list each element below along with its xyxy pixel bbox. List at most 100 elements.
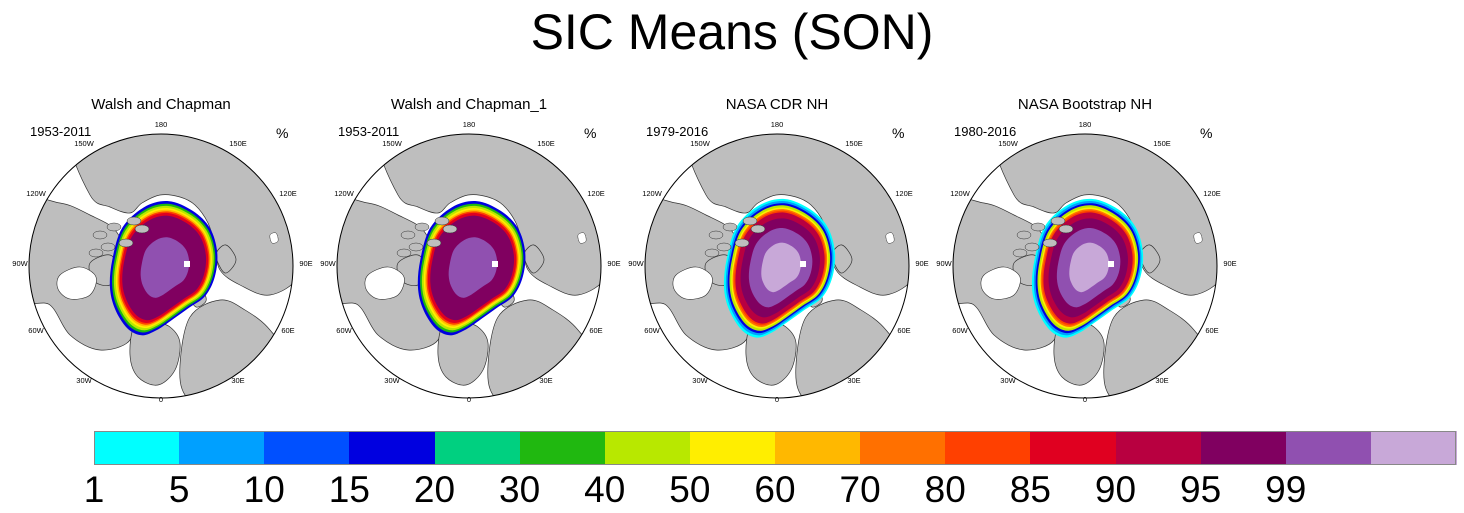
arctic-island [1030,222,1046,232]
longitude-label: 120E [587,189,605,198]
arctic-island [1016,230,1032,240]
land-mass [831,244,853,274]
longitude-label: 30W [1000,376,1016,385]
panel-title: NASA CDR NH [725,96,829,113]
arctic-island [704,248,720,258]
ice-concentration-band [761,242,801,293]
longitude-label: 180 [1079,120,1092,129]
arctic-island [134,224,150,234]
longitude-label: 30W [76,376,92,385]
colorbar-tick-label: 80 [924,469,966,510]
panel-title: NASA Bootstrap NH [1017,96,1153,113]
arctic-island [88,248,104,258]
panel-title: Walsh and Chapman [91,96,231,113]
lake [1193,232,1203,244]
longitude-label: 60W [336,326,352,335]
polar-stereographic-map: 180 150E 120E 90E 60E 30E 0 30W 60W 90W 120W 150W [936,120,1236,404]
panel-title: Walsh and Chapman_1 [390,96,548,113]
arctic-island [722,222,738,232]
ice-concentration-band [448,237,498,298]
lake [577,232,587,244]
map-panel-nasa-cdr: NASA CDR NH 1979-2016 % 180 150E 120E 90E 60… [628,95,946,410]
longitude-label: 60E [897,326,910,335]
colorbar-tick-label: 60 [754,469,796,510]
colorbar-tick-label: 5 [168,469,190,510]
longitude-label: 60E [1205,326,1218,335]
longitude-label: 90W [936,259,952,268]
land-mass [1139,244,1161,274]
longitude-label: 150W [382,139,403,148]
land-mass [523,244,545,274]
longitude-label: 60W [644,326,660,335]
colorbar-swatch [94,431,180,465]
arctic-island [92,230,108,240]
arctic-island [106,222,122,232]
longitude-label: 90E [607,259,620,268]
colorbar-swatch [689,431,776,465]
colorbar-swatch [179,431,265,465]
pole-hole [492,261,498,267]
longitude-label: 180 [463,120,476,129]
unit-label: % [1200,125,1213,141]
longitude-label: 120E [279,189,297,198]
colorbar-tick-label: 10 [243,469,285,510]
longitude-label: 120W [950,189,971,198]
longitude-label: 90E [299,259,312,268]
longitude-label: 120W [26,189,47,198]
pole-hole [184,261,190,267]
longitude-label: 90W [12,259,28,268]
longitude-label: 30W [384,376,400,385]
longitude-label: 30E [231,376,244,385]
map-boundary [644,133,910,399]
map-panel-walsh-chapman-1: Walsh and Chapman_1 1953-2011 % 180 150E 1… [320,95,638,410]
pole-hole [800,261,806,267]
map-boundary [952,133,1218,399]
longitude-label: 150E [229,139,247,148]
panel-period: 1953-2011 [338,124,400,139]
arctic-island [426,238,442,248]
unit-label: % [892,125,905,141]
colorbar-swatch [434,431,521,465]
longitude-label: 30W [692,376,708,385]
longitude-label: 150E [537,139,555,148]
arctic-island [100,242,116,252]
longitude-label: 120W [334,189,355,198]
hudson-bay [56,266,97,300]
arctic-island [708,230,724,240]
longitude-label: 90W [628,259,644,268]
longitude-label: 0 [775,395,779,404]
colorbar [94,431,1457,465]
colorbar-tick-label: 50 [669,469,711,510]
colorbar-tick-label: 70 [839,469,881,510]
colorbar-tick-label: 30 [499,469,541,510]
arctic-island [442,224,458,234]
longitude-label: 150E [845,139,863,148]
longitude-label: 0 [159,395,163,404]
hudson-bay [672,266,713,300]
ice-concentration-band [140,237,190,298]
longitude-label: 120E [1203,189,1221,198]
colorbar-tick-label: 85 [1009,469,1051,510]
colorbar-tick-label: 95 [1180,469,1222,510]
colorbar-swatch [1285,431,1372,465]
arctic-island [742,216,758,226]
longitude-label: 120E [895,189,913,198]
arctic-island [1012,248,1028,258]
longitude-label: 0 [1083,395,1087,404]
arctic-island [1058,224,1074,234]
hudson-bay [980,266,1021,300]
arctic-island [434,216,450,226]
longitude-label: 150W [690,139,711,148]
map-panel-walsh-chapman: Walsh and Chapman 1953-2011 % 180 150E 120… [12,95,330,410]
colorbar-swatch [1200,431,1287,465]
polar-stereographic-map: 180 150E 120E 90E 60E 30E 0 30W 60W 90W 120W 150W [628,120,928,404]
colorbar-tick-label: 90 [1094,469,1137,510]
longitude-label: 30E [1155,376,1168,385]
longitude-label: 150W [998,139,1019,148]
longitude-label: 60W [952,326,968,335]
colorbar-swatch [775,431,861,465]
arctic-island [396,248,412,258]
colorbar-tick-label: 1 [83,469,105,510]
arctic-island [118,238,134,248]
colorbar-swatch [349,431,435,465]
